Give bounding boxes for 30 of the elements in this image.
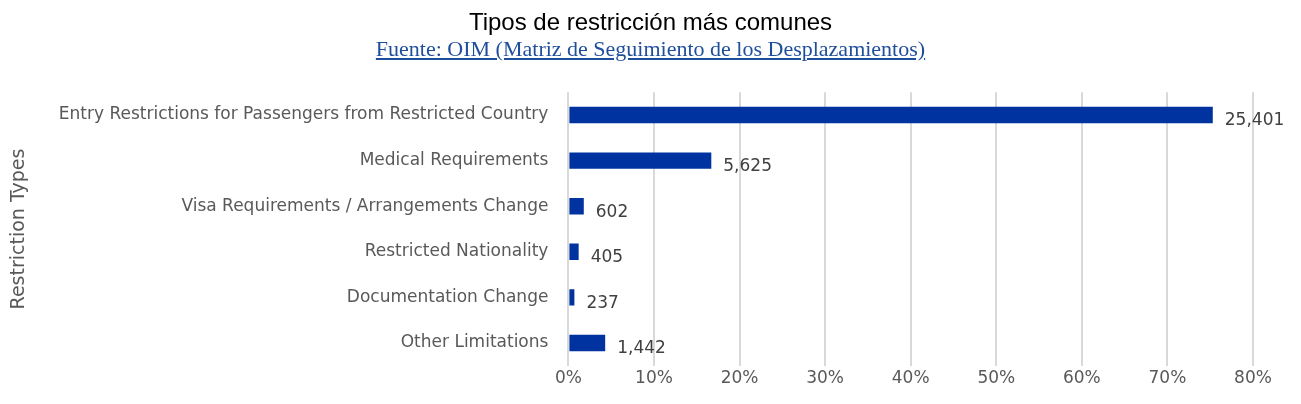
y-tick-label: Entry Restrictions for Passengers from Restricted Country	[58, 103, 549, 124]
x-tick-label: 20%	[720, 367, 759, 388]
annotation: 5,625	[723, 155, 772, 176]
x-tick-label: 50%	[977, 367, 1016, 388]
bar	[569, 289, 575, 306]
annotation: 25,401	[1224, 109, 1285, 130]
y-tick-label: Documentation Change	[346, 285, 549, 306]
bar	[569, 243, 579, 261]
bar	[569, 152, 712, 169]
annotation: 1,442	[617, 337, 666, 358]
annotation: 405	[590, 246, 624, 267]
bar	[569, 334, 606, 352]
y-tick-label: Other Limitations	[400, 331, 549, 352]
x-tick-label: 40%	[891, 367, 930, 388]
y-tick-label: Visa Requirements / Arrangements Change	[181, 194, 549, 215]
annotation: 237	[586, 291, 619, 312]
bar	[569, 197, 584, 215]
y-axis-title: Restriction Types	[6, 148, 29, 310]
x-tick-label: 30%	[806, 367, 845, 388]
y-tick-label: Medical Requirements	[359, 149, 549, 170]
annotation: 602	[595, 200, 629, 221]
x-tick-label: 60%	[1062, 367, 1101, 388]
chart-subtitle: Fuente: OIM (Matriz de Seguimiento de los Desplazamientos)	[374, 36, 927, 62]
bar	[569, 106, 1213, 124]
x-tick-label: 80%	[1234, 367, 1272, 388]
y-tick-label: Restricted Nationality	[364, 240, 549, 261]
x-tick-label: 70%	[1148, 367, 1187, 388]
chart-title: Tipos de restricción más comunes	[467, 8, 834, 36]
x-tick-label: 10%	[635, 367, 673, 388]
x-tick-label: 0%	[554, 367, 582, 388]
